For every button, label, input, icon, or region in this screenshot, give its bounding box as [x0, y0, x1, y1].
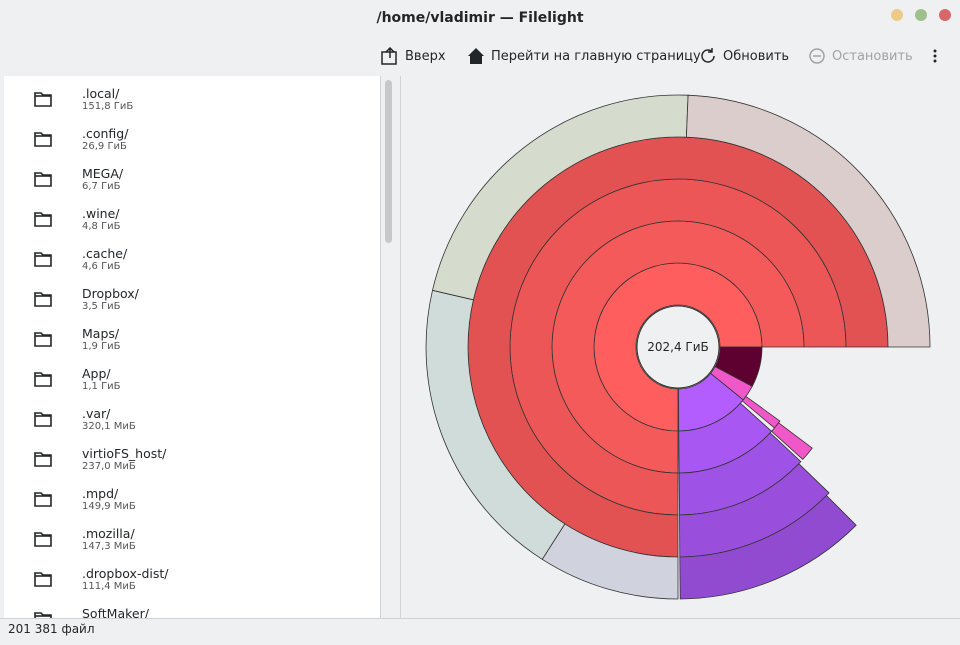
total-size: 202,4 ГиБ — [647, 340, 709, 354]
segment[interactable] — [541, 523, 679, 600]
folder-icon — [34, 292, 52, 307]
segment[interactable] — [425, 289, 566, 560]
refresh-button[interactable]: Обновить — [699, 47, 789, 65]
window-title: /home/vladimir — Filelight — [376, 10, 584, 26]
folder-item[interactable]: .config/26,9 ГиБ — [4, 120, 380, 160]
folder-name: Dropbox/ — [82, 286, 139, 301]
segment[interactable] — [677, 372, 744, 432]
folder-item[interactable]: .var/320,1 МиБ — [4, 400, 380, 440]
segment[interactable] — [771, 422, 813, 460]
segment[interactable] — [714, 346, 763, 387]
folder-item[interactable]: .mozilla/147,3 МиБ — [4, 520, 380, 560]
segment[interactable] — [678, 402, 773, 474]
folder-item[interactable]: Maps/1,9 ГиБ — [4, 320, 380, 360]
segment[interactable] — [678, 432, 802, 516]
folder-size: 149,9 МиБ — [82, 501, 136, 512]
folder-size: 111,4 МиБ — [82, 581, 136, 592]
folder-icon — [34, 132, 52, 147]
segment[interactable] — [593, 262, 763, 432]
folder-item[interactable]: .local/151,8 ГиБ — [4, 80, 380, 120]
folder-name: MEGA/ — [82, 166, 124, 181]
status-bar: 201 381 файл — [8, 622, 95, 636]
button-label: Перейти на главную страницу — [491, 48, 701, 64]
folder-icon — [34, 172, 52, 187]
folder-icon — [34, 252, 52, 267]
button-label: Вверх — [405, 48, 446, 64]
folder-item[interactable]: virtioFS_host/237,0 МиБ — [4, 440, 380, 480]
folder-size: 237,0 МиБ — [82, 461, 136, 472]
folder-name: .mozilla/ — [82, 526, 135, 541]
folder-size: 320,1 МиБ — [82, 421, 136, 432]
segment[interactable] — [679, 463, 830, 558]
folder-icon — [34, 532, 52, 547]
folder-icon — [34, 492, 52, 507]
folder-size: 3,5 ГиБ — [82, 301, 121, 312]
folder-name: .config/ — [82, 126, 129, 141]
folder-icon — [34, 372, 52, 387]
minimize-button[interactable] — [891, 9, 903, 21]
up-button[interactable]: Вверх — [381, 47, 446, 65]
folder-item[interactable]: .mpd/149,9 МиБ — [4, 480, 380, 520]
center-circle[interactable] — [636, 305, 720, 389]
folder-name: Maps/ — [82, 326, 120, 341]
folder-icon — [34, 612, 52, 618]
folder-item[interactable]: .cache/4,6 ГиБ — [4, 240, 380, 280]
folder-size: 147,3 МиБ — [82, 541, 136, 552]
folder-name: .dropbox-dist/ — [82, 566, 169, 581]
folder-name: App/ — [82, 366, 111, 381]
folder-item[interactable]: .wine/4,8 ГиБ — [4, 200, 380, 240]
stop-button[interactable]: Остановить — [808, 47, 913, 65]
folder-size: 4,8 ГиБ — [82, 221, 121, 232]
segment[interactable] — [432, 94, 689, 301]
folder-item[interactable]: .dropbox-dist/111,4 МиБ — [4, 560, 380, 600]
folder-item[interactable]: MEGA/6,7 ГиБ — [4, 160, 380, 200]
menu-button[interactable] — [930, 48, 940, 64]
file-list: .local/151,8 ГиБ .config/26,9 ГиБ MEGA/6,7… — [4, 76, 381, 618]
segment[interactable] — [509, 178, 847, 516]
folder-size: 4,6 ГиБ — [82, 261, 121, 272]
button-label: Обновить — [723, 48, 790, 64]
folder-name: .wine/ — [82, 206, 120, 221]
scrollbar[interactable] — [385, 80, 392, 243]
folder-size: 1,1 ГиБ — [82, 381, 121, 392]
folder-name: .cache/ — [82, 246, 128, 261]
splitter — [400, 76, 401, 618]
folder-size: 6,7 ГиБ — [82, 181, 121, 192]
folder-icon — [34, 212, 52, 227]
segment[interactable] — [741, 395, 781, 429]
folder-name: .mpd/ — [82, 486, 119, 501]
folder-icon — [34, 332, 52, 347]
segment[interactable] — [551, 220, 805, 474]
folder-size: 1,9 ГиБ — [82, 341, 121, 352]
folder-icon — [34, 412, 52, 427]
folder-name: .local/ — [82, 86, 120, 101]
segment[interactable] — [679, 494, 857, 600]
home-button[interactable]: Перейти на главную страницу — [467, 47, 701, 65]
folder-icon — [34, 92, 52, 107]
folder-size: 26,9 ГиБ — [82, 141, 127, 152]
folder-item[interactable]: SoftMaker/ — [4, 600, 380, 618]
folder-name: SoftMaker/ — [82, 606, 149, 618]
segment[interactable] — [467, 136, 889, 558]
folder-icon — [34, 572, 52, 587]
folder-name: .var/ — [82, 406, 111, 421]
folder-icon — [34, 452, 52, 467]
folder-size: 151,8 ГиБ — [82, 101, 134, 112]
folder-name: virtioFS_host/ — [82, 446, 167, 461]
folder-item[interactable]: Dropbox/3,5 ГиБ — [4, 280, 380, 320]
close-button[interactable] — [939, 9, 951, 21]
button-label: Остановить — [832, 48, 913, 64]
maximize-button[interactable] — [915, 9, 927, 21]
segment[interactable] — [710, 366, 753, 401]
segment[interactable] — [685, 94, 931, 348]
folder-item[interactable]: App/1,1 ГиБ — [4, 360, 380, 400]
separator — [0, 618, 960, 619]
